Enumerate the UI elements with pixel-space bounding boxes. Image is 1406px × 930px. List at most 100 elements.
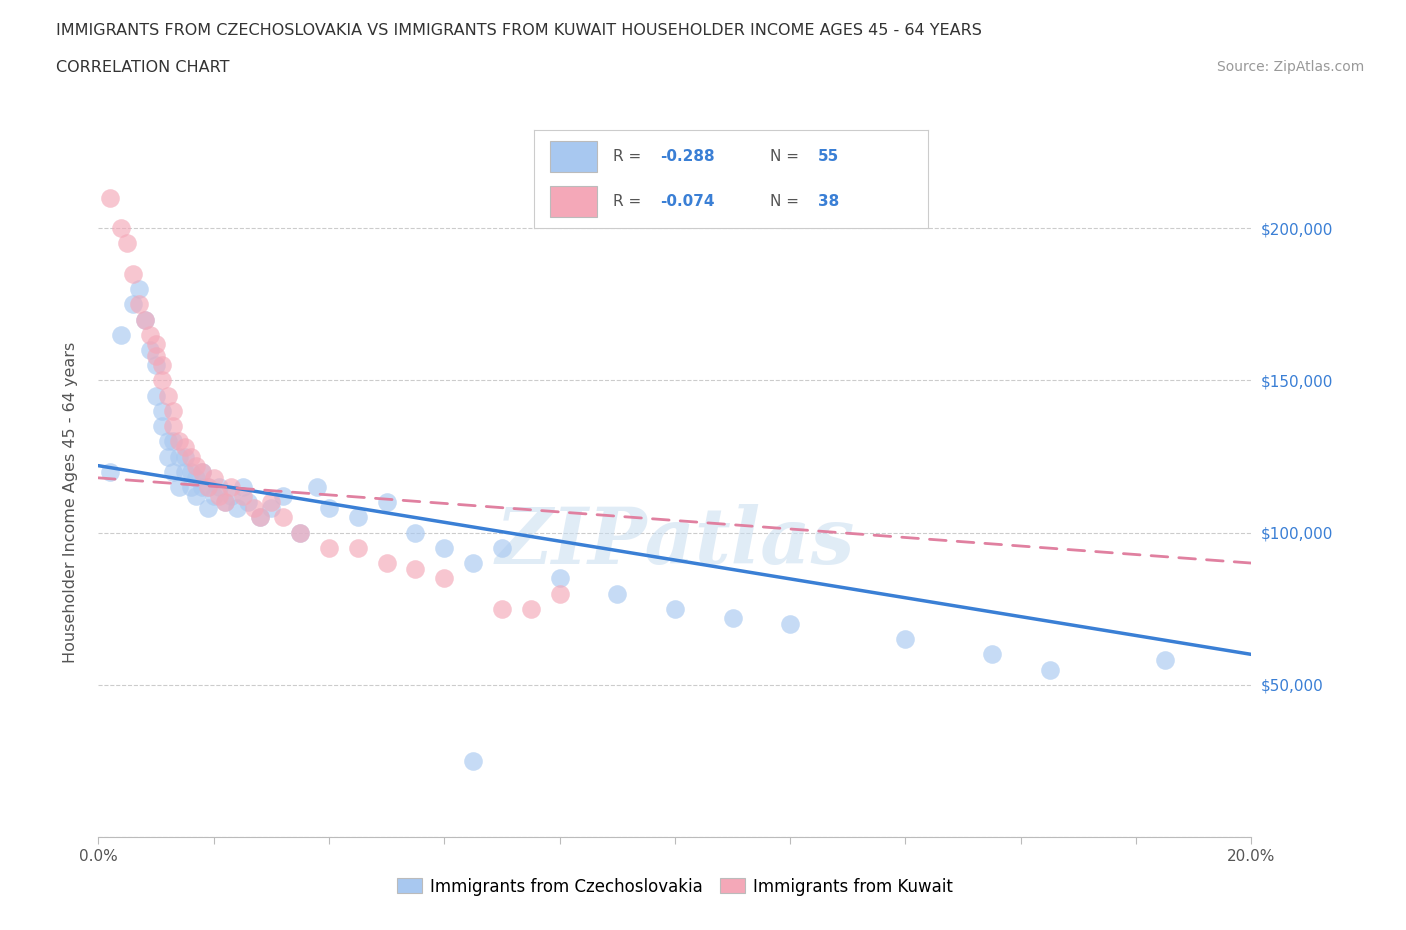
Point — [162, 464, 184, 479]
Point — [318, 501, 340, 516]
Point — [197, 480, 219, 495]
Point — [186, 488, 208, 503]
Point — [548, 586, 571, 601]
Point — [134, 312, 156, 327]
Point — [433, 540, 456, 555]
Text: 38: 38 — [818, 194, 839, 209]
Point — [375, 495, 398, 510]
Text: R =: R = — [613, 194, 641, 209]
Point — [174, 449, 197, 464]
Point — [162, 404, 184, 418]
Point — [98, 191, 121, 206]
Point — [238, 495, 260, 510]
Point — [243, 501, 266, 516]
Point — [491, 540, 513, 555]
Text: -0.288: -0.288 — [661, 149, 714, 164]
Point — [461, 555, 484, 570]
Point — [150, 404, 173, 418]
Point — [110, 327, 132, 342]
Point — [520, 602, 543, 617]
Point — [249, 510, 271, 525]
Text: CORRELATION CHART: CORRELATION CHART — [56, 60, 229, 75]
Point — [180, 464, 202, 479]
Point — [225, 501, 247, 516]
Point — [117, 236, 139, 251]
Text: R =: R = — [613, 149, 641, 164]
Point — [606, 586, 628, 601]
Point — [231, 480, 254, 495]
Point — [122, 267, 145, 282]
Point — [981, 647, 1004, 662]
Text: N =: N = — [770, 194, 800, 209]
Point — [346, 540, 368, 555]
Text: ZIPatlas: ZIPatlas — [495, 504, 855, 580]
Point — [219, 480, 242, 495]
Point — [128, 297, 150, 312]
Text: N =: N = — [770, 149, 800, 164]
Text: IMMIGRANTS FROM CZECHOSLOVAKIA VS IMMIGRANTS FROM KUWAIT HOUSEHOLDER INCOME AGES: IMMIGRANTS FROM CZECHOSLOVAKIA VS IMMIGR… — [56, 23, 983, 38]
Point — [122, 297, 145, 312]
Point — [779, 617, 801, 631]
Point — [197, 480, 219, 495]
Point — [318, 540, 340, 555]
FancyBboxPatch shape — [550, 141, 598, 172]
Point — [208, 488, 231, 503]
Point — [145, 388, 167, 403]
Point — [162, 434, 184, 449]
Point — [260, 495, 283, 510]
Point — [197, 501, 219, 516]
Point — [156, 434, 179, 449]
Point — [290, 525, 312, 540]
Point — [202, 488, 225, 503]
Point — [191, 464, 214, 479]
Point — [156, 449, 179, 464]
Point — [145, 337, 167, 352]
Point — [433, 571, 456, 586]
Point — [180, 449, 202, 464]
Point — [134, 312, 156, 327]
Point — [162, 418, 184, 433]
Point — [208, 480, 231, 495]
Point — [1153, 653, 1175, 668]
Point — [375, 555, 398, 570]
Point — [307, 480, 329, 495]
Point — [174, 440, 197, 455]
Point — [98, 464, 121, 479]
Point — [202, 471, 225, 485]
Point — [346, 510, 368, 525]
Point — [191, 464, 214, 479]
Point — [167, 480, 190, 495]
Point — [231, 488, 254, 503]
Point — [214, 495, 236, 510]
Point — [150, 418, 173, 433]
Text: 55: 55 — [818, 149, 839, 164]
Point — [145, 358, 167, 373]
Point — [139, 327, 162, 342]
Point — [186, 458, 208, 473]
Point — [186, 471, 208, 485]
Point — [110, 220, 132, 235]
Point — [894, 631, 917, 646]
Point — [405, 525, 427, 540]
Point — [150, 373, 173, 388]
Point — [214, 495, 236, 510]
Text: -0.074: -0.074 — [661, 194, 714, 209]
Point — [491, 602, 513, 617]
FancyBboxPatch shape — [550, 186, 598, 217]
Point — [249, 510, 271, 525]
Point — [150, 358, 173, 373]
Point — [139, 342, 162, 357]
Point — [548, 571, 571, 586]
Point — [180, 480, 202, 495]
Point — [405, 562, 427, 577]
Point — [271, 510, 294, 525]
Point — [461, 753, 484, 768]
Point — [271, 488, 294, 503]
Point — [1038, 662, 1062, 677]
Point — [290, 525, 312, 540]
Point — [156, 388, 179, 403]
Point — [145, 349, 167, 364]
Point — [664, 602, 686, 617]
Point — [219, 488, 242, 503]
Text: Source: ZipAtlas.com: Source: ZipAtlas.com — [1216, 60, 1364, 74]
